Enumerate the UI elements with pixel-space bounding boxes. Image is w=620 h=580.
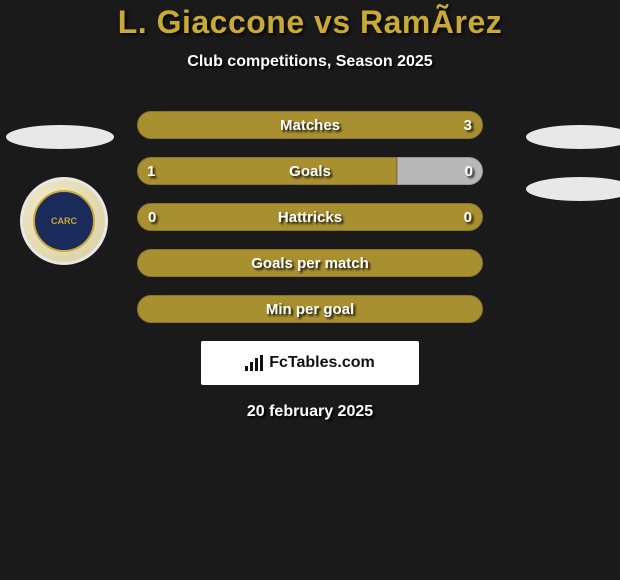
stat-label: Min per goal xyxy=(266,301,354,318)
stat-label: Matches xyxy=(280,117,340,134)
stat-label: Goals xyxy=(289,163,331,180)
stat-value-right: 0 xyxy=(464,209,472,226)
date: 20 february 2025 xyxy=(0,403,620,421)
bar-chart-icon xyxy=(245,355,263,371)
club-badge: CARC xyxy=(20,177,108,265)
stat-bar: Matches 3 xyxy=(137,111,483,139)
watermark: FcTables.com xyxy=(201,341,419,385)
stat-bar-left-fill xyxy=(137,157,397,185)
stat-value-left: 0 xyxy=(148,209,156,226)
page-title: L. Giaccone vs RamÃ­rez xyxy=(0,4,620,41)
stat-row: Goals 1 0 xyxy=(0,157,620,185)
stat-value-right: 3 xyxy=(464,117,472,134)
club-badge-text: CARC xyxy=(33,190,95,252)
stat-label: Hattricks xyxy=(278,209,342,226)
subtitle: Club competitions, Season 2025 xyxy=(0,53,620,71)
stat-bar: Goals 1 0 xyxy=(137,157,483,185)
stat-bar: Min per goal xyxy=(137,295,483,323)
comparison-card: L. Giaccone vs RamÃ­rez Club competition… xyxy=(0,0,620,580)
stat-bar: Goals per match xyxy=(137,249,483,277)
stat-row: Min per goal xyxy=(0,295,620,323)
stat-bar: Hattricks 0 0 xyxy=(137,203,483,231)
stat-value-right: 0 xyxy=(465,163,473,180)
stat-value-left: 1 xyxy=(147,163,155,180)
stat-label: Goals per match xyxy=(251,255,369,272)
player-left-placeholder xyxy=(6,125,114,149)
watermark-text: FcTables.com xyxy=(269,354,375,372)
